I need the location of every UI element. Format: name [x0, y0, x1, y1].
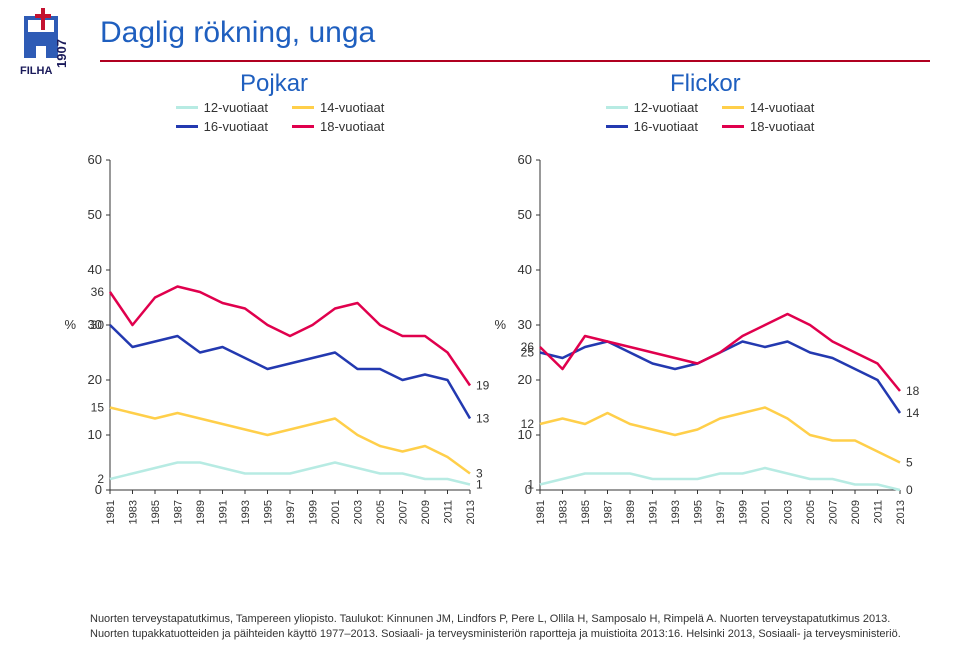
girls-subtitle: Flickor: [670, 70, 741, 98]
svg-text:40: 40: [88, 262, 102, 277]
svg-text:2001: 2001: [330, 500, 342, 524]
svg-text:20: 20: [88, 372, 102, 387]
svg-text:15: 15: [91, 401, 105, 415]
svg-text:1981: 1981: [535, 500, 547, 524]
svg-text:5: 5: [906, 456, 913, 470]
svg-text:1985: 1985: [580, 500, 592, 524]
svg-text:36: 36: [91, 285, 105, 299]
legend-label: 14-vuotiaat: [320, 100, 384, 115]
svg-text:30: 30: [91, 318, 105, 332]
svg-text:1: 1: [527, 478, 534, 492]
svg-text:1989: 1989: [195, 500, 207, 524]
legend-item: 14-vuotiaat: [722, 100, 814, 115]
boys-chart: 0102030405060%19811983198519871989199119…: [60, 150, 500, 550]
svg-text:1: 1: [476, 478, 483, 492]
svg-text:2: 2: [97, 472, 104, 486]
legend-item: 18-vuotiaat: [292, 119, 384, 134]
legend-label: 14-vuotiaat: [750, 100, 814, 115]
svg-text:14: 14: [906, 406, 920, 420]
legend-item: 14-vuotiaat: [292, 100, 384, 115]
svg-text:2009: 2009: [420, 500, 432, 524]
svg-text:1981: 1981: [105, 500, 117, 524]
svg-text:2003: 2003: [352, 500, 364, 524]
svg-text:2011: 2011: [872, 500, 884, 524]
svg-text:2001: 2001: [760, 500, 772, 524]
legend-label: 12-vuotiaat: [634, 100, 698, 115]
svg-text:50: 50: [518, 207, 532, 222]
svg-text:1991: 1991: [647, 500, 659, 524]
legend-label: 16-vuotiaat: [204, 119, 268, 134]
logo-alt: FILHA: [20, 65, 52, 77]
swatch-icon: [292, 125, 314, 128]
girls-legend: 12-vuotiaat 14-vuotiaat 16-vuotiaat 18-v…: [560, 100, 860, 138]
svg-text:12: 12: [521, 417, 535, 431]
swatch-icon: [722, 125, 744, 128]
svg-text:%: %: [64, 317, 76, 332]
legend-item: 16-vuotiaat: [176, 119, 268, 134]
swatch-icon: [606, 106, 628, 109]
svg-text:10: 10: [88, 427, 102, 442]
legend-label: 16-vuotiaat: [634, 119, 698, 134]
svg-text:60: 60: [88, 152, 102, 167]
svg-text:1983: 1983: [127, 500, 139, 524]
title-underline: [100, 60, 930, 62]
svg-text:30: 30: [518, 317, 532, 332]
svg-text:1989: 1989: [625, 500, 637, 524]
filha-logo: 1907 FILHA: [16, 8, 76, 78]
boys-subtitle: Pojkar: [240, 70, 308, 98]
svg-text:2009: 2009: [850, 500, 862, 524]
svg-text:2005: 2005: [805, 500, 817, 524]
footer-citation: Nuorten terveystapatutkimus, Tampereen y…: [90, 612, 930, 641]
legend-item: 16-vuotiaat: [606, 119, 698, 134]
boys-legend: 12-vuotiaat 14-vuotiaat 16-vuotiaat 18-v…: [130, 100, 430, 138]
svg-text:1999: 1999: [737, 500, 749, 524]
legend-item: 18-vuotiaat: [722, 119, 814, 134]
svg-text:50: 50: [88, 207, 102, 222]
legend-label: 18-vuotiaat: [320, 119, 384, 134]
legend-label: 12-vuotiaat: [204, 100, 268, 115]
svg-text:1993: 1993: [670, 500, 682, 524]
swatch-icon: [292, 106, 314, 109]
legend-item: 12-vuotiaat: [606, 100, 698, 115]
svg-text:1985: 1985: [150, 500, 162, 524]
svg-text:20: 20: [518, 372, 532, 387]
swatch-icon: [722, 106, 744, 109]
svg-text:2013: 2013: [465, 500, 477, 524]
svg-text:1987: 1987: [172, 500, 184, 524]
svg-text:25: 25: [521, 346, 535, 360]
svg-text:19: 19: [476, 379, 490, 393]
svg-text:18: 18: [906, 384, 920, 398]
svg-text:0: 0: [906, 483, 913, 497]
svg-text:2011: 2011: [442, 500, 454, 524]
svg-text:1993: 1993: [240, 500, 252, 524]
svg-text:1983: 1983: [557, 500, 569, 524]
svg-text:2007: 2007: [827, 500, 839, 524]
page-title: Daglig rökning, unga: [100, 16, 375, 50]
svg-text:1995: 1995: [262, 500, 274, 524]
svg-text:1999: 1999: [307, 500, 319, 524]
svg-text:1997: 1997: [285, 500, 297, 524]
swatch-icon: [606, 125, 628, 128]
legend-item: 12-vuotiaat: [176, 100, 268, 115]
legend-label: 18-vuotiaat: [750, 119, 814, 134]
svg-text:1997: 1997: [715, 500, 727, 524]
svg-text:%: %: [494, 317, 506, 332]
svg-text:2005: 2005: [375, 500, 387, 524]
svg-text:13: 13: [476, 412, 490, 426]
svg-text:2013: 2013: [895, 500, 907, 524]
svg-text:1995: 1995: [692, 500, 704, 524]
logo-year: 1907: [54, 39, 69, 68]
svg-text:40: 40: [518, 262, 532, 277]
swatch-icon: [176, 106, 198, 109]
svg-text:2007: 2007: [397, 500, 409, 524]
girls-chart: 0102030405060%19811983198519871989199119…: [490, 150, 930, 550]
svg-text:1987: 1987: [602, 500, 614, 524]
svg-text:2003: 2003: [782, 500, 794, 524]
swatch-icon: [176, 125, 198, 128]
svg-text:60: 60: [518, 152, 532, 167]
svg-text:1991: 1991: [217, 500, 229, 524]
